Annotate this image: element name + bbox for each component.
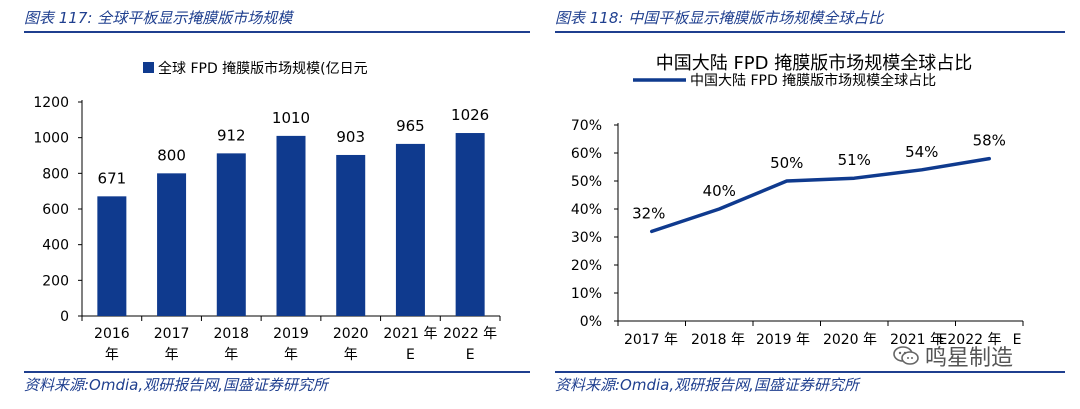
watermark: 鸣星制造 [893, 340, 1013, 372]
bar [336, 154, 366, 316]
bar [97, 196, 127, 316]
y-tick-label: 0% [580, 314, 602, 330]
x-tick-label: 2018 年 [691, 332, 745, 348]
x-tick-label: 2020 [333, 326, 369, 342]
x-tick-label: E [1013, 332, 1022, 348]
bar-data-label: 912 [217, 126, 246, 144]
point-data-label: 50% [770, 154, 803, 172]
y-tick-label: 1200 [33, 95, 69, 111]
legend-label: 全球 FPD 掩膜版市场规模(亿日元 [158, 60, 368, 77]
legend-swatch [143, 62, 154, 73]
left-source-note: 资料来源:Omdia,观研报告网,国盛证券研究所 [24, 376, 328, 394]
y-tick-label: 60% [571, 146, 602, 162]
bar [455, 133, 485, 316]
wechat-icon [893, 346, 919, 366]
x-tick-label: 2019 [273, 326, 309, 342]
y-tick-label: 30% [571, 230, 602, 246]
bar-data-label: 965 [396, 117, 425, 135]
x-tick-label: 2016 [94, 326, 130, 342]
y-tick-label: 0 [60, 309, 69, 325]
left-title-rule [24, 31, 530, 33]
bar-data-label: 903 [336, 128, 365, 146]
x-tick-label: 年 [284, 347, 298, 363]
x-tick-label: 2022 年 [443, 326, 497, 342]
x-tick-label: 2021 年 [890, 332, 944, 348]
bar [395, 143, 425, 316]
bar [157, 173, 187, 316]
y-tick-label: 800 [42, 166, 69, 182]
x-tick-label: 2021 年 [383, 326, 437, 342]
y-tick-label: 70% [571, 118, 602, 134]
bar-data-label: 800 [157, 146, 186, 164]
y-tick-label: 1000 [33, 131, 69, 147]
x-tick-label: 2018 [213, 326, 249, 342]
bar-data-label: 1026 [451, 106, 489, 124]
y-tick-label: 600 [42, 202, 69, 218]
point-data-label: 32% [632, 204, 665, 222]
series-line [650, 156, 991, 234]
x-tick-label: 年 [105, 347, 119, 363]
x-tick-label: 年 [224, 347, 238, 363]
bar [216, 153, 246, 316]
y-tick-label: 200 [42, 273, 69, 289]
y-tick-label: 20% [571, 258, 602, 274]
left-source-rule [24, 371, 530, 373]
x-tick-label: 年 [165, 347, 179, 363]
y-tick-label: 10% [571, 286, 602, 302]
x-tick-label: 2019 年 [756, 332, 810, 348]
x-tick-label: E [406, 347, 415, 363]
bar [276, 135, 306, 316]
bar-data-label: 1010 [272, 109, 310, 127]
x-tick-label: 年 [344, 347, 358, 363]
watermark-text: 鸣星制造 [925, 346, 1014, 371]
y-tick-label: 400 [42, 238, 69, 254]
y-tick-label: 50% [571, 174, 602, 190]
bar-chart: 全球 FPD 掩膜版市场规模(亿日元 0 200 400 600 800 1000 1200 6… [33, 60, 501, 363]
chart-title: 中国大陆 FPD 掩膜版市场规模全球占比 [656, 53, 973, 74]
right-figure-title: 图表 118: 中国平板显示掩膜版市场规模全球占比 [555, 9, 884, 27]
x-tick-label: 2017 [154, 326, 190, 342]
point-data-label: 58% [973, 132, 1006, 150]
point-data-label: 51% [838, 151, 871, 169]
right-figure-panel: 图表 118: 中国平板显示掩膜版市场规模全球占比 中国大陆 FPD 掩膜版市场… [543, 0, 1080, 409]
left-figure-title: 图表 117: 全球平板显示掩膜版市场规模 [24, 9, 293, 27]
x-tick-label: 2017 年 [624, 332, 678, 348]
x-tick-label: E2022 年 [939, 332, 1002, 348]
point-data-label: 40% [703, 182, 736, 200]
x-tick-label: 2020 年 [823, 332, 877, 348]
right-source-note: 资料来源:Omdia,观研报告网,国盛证券研究所 [555, 376, 859, 394]
legend-label: 中国大陆 FPD 掩膜版市场规模全球占比 [690, 72, 936, 89]
y-tick-label: 40% [571, 202, 602, 218]
right-title-rule [555, 31, 1065, 33]
x-tick-label: E [466, 347, 475, 363]
right-source-rule [555, 371, 1065, 373]
point-data-label: 54% [905, 143, 938, 161]
left-figure-panel: 图表 117: 全球平板显示掩膜版市场规模 全球 FPD 掩膜版市场规模(亿日元… [0, 0, 530, 409]
bar-data-label: 671 [98, 169, 127, 187]
